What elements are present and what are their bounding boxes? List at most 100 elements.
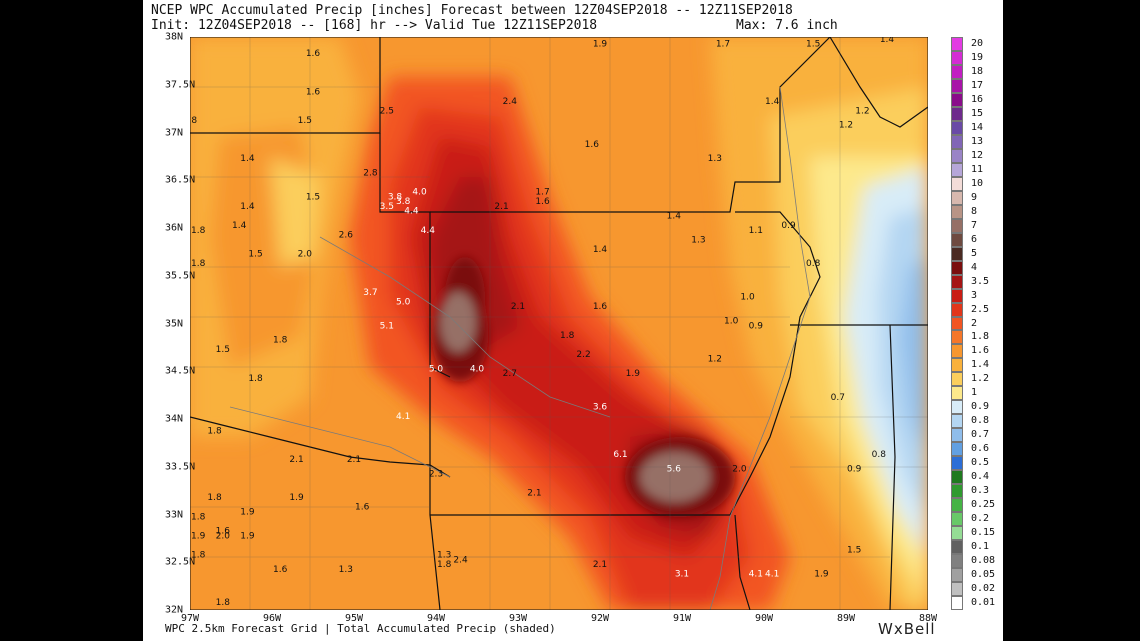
precip-value-label: 1.8 xyxy=(191,226,206,236)
legend-label: 6 xyxy=(971,233,978,245)
legend-label: 1.8 xyxy=(971,331,990,343)
legend-label: 20 xyxy=(971,38,984,49)
legend-label: 5 xyxy=(971,247,978,259)
legend-label: 1.6 xyxy=(971,345,990,357)
precip-value-label: 2.6 xyxy=(339,231,354,241)
legend-label: 0.02 xyxy=(971,583,996,595)
legend-row: 10 xyxy=(951,176,1003,191)
legend-swatch xyxy=(951,526,963,541)
precip-value-label: 1.6 xyxy=(273,565,288,575)
legend-row: 0.9 xyxy=(951,400,1003,415)
legend-label: 0.3 xyxy=(971,485,990,497)
precip-value-label: 1.4 xyxy=(232,221,247,231)
legend-label: 10 xyxy=(971,177,984,189)
legend-row: 0.5 xyxy=(951,456,1003,471)
precip-value-label: 2.0 xyxy=(216,531,231,541)
legend-row: 3.5 xyxy=(951,274,1003,289)
precip-value-label: 4.0 xyxy=(470,364,485,374)
precip-value-label: 1.0 xyxy=(740,293,755,303)
precip-value-label: 3.8 xyxy=(388,192,403,202)
legend-swatch xyxy=(951,498,963,513)
precip-value-label: 1.5 xyxy=(306,192,320,202)
legend-label: 0.8 xyxy=(971,415,990,427)
legend-swatch xyxy=(951,484,963,499)
legend-row: 4 xyxy=(951,260,1003,275)
lat-label: 33.5N xyxy=(165,461,196,473)
precip-value-label: 1.6 xyxy=(306,87,321,97)
legend-label: 15 xyxy=(971,107,984,119)
legend-row: 1.4 xyxy=(951,358,1003,373)
legend-label: 19 xyxy=(971,51,984,63)
legend-row: 0.01 xyxy=(951,596,1003,610)
legend-label: 1 xyxy=(971,387,978,399)
precip-value-label: 1.4 xyxy=(240,154,255,164)
precip-value-label: 1.4 xyxy=(593,245,608,255)
precip-value-label: 1.9 xyxy=(240,508,255,518)
legend-row: 7 xyxy=(951,218,1003,233)
legend-swatch xyxy=(951,372,963,387)
lat-label: 37.5N xyxy=(165,79,196,91)
legend-swatch xyxy=(951,78,963,93)
precip-value-label: 5.0 xyxy=(429,364,444,374)
legend-swatch xyxy=(951,582,963,597)
legend-row: 11 xyxy=(951,162,1003,177)
precip-value-label: 2.3 xyxy=(429,469,443,479)
legend-label: 0.4 xyxy=(971,471,990,483)
precip-value-label: 2.1 xyxy=(494,202,508,212)
legend-label: 11 xyxy=(971,163,984,175)
legend-label: 0.7 xyxy=(971,429,990,441)
lon-label: 94W xyxy=(426,613,446,624)
legend-swatch xyxy=(951,246,963,261)
legend-swatch xyxy=(951,50,963,65)
legend-label: 3.5 xyxy=(971,275,990,287)
precip-value-label: 5.6 xyxy=(667,465,682,475)
lat-label: 35.5N xyxy=(165,270,196,282)
precip-value-label: 1.8 xyxy=(437,560,452,570)
legend-swatch xyxy=(951,358,963,373)
legend-row: 6 xyxy=(951,232,1003,247)
legend-swatch xyxy=(951,400,963,415)
precip-value-label: 1.7 xyxy=(535,188,549,198)
lon-label: 95W xyxy=(344,613,364,624)
legend-row: 0.2 xyxy=(951,512,1003,527)
legend-swatch xyxy=(951,37,963,51)
precip-value-label: 2.1 xyxy=(289,455,303,465)
precip-value-label: 0.8 xyxy=(872,450,887,460)
legend-label: 12 xyxy=(971,149,984,161)
legend-row: 18 xyxy=(951,64,1003,79)
legend-row: 0.08 xyxy=(951,554,1003,569)
precip-value-label: 4.1 xyxy=(749,570,763,580)
lon-label: 90W xyxy=(754,613,774,624)
precip-value-label: 2.7 xyxy=(503,369,517,379)
precip-value-label: 1.2 xyxy=(855,106,869,116)
legend-label: 4 xyxy=(971,261,978,273)
legend-row: 1.2 xyxy=(951,372,1003,387)
precip-value-label: 1.8 xyxy=(560,331,575,341)
precip-value-label: 1.5 xyxy=(806,40,820,50)
lat-label: 34N xyxy=(165,413,184,425)
precip-value-label: 2.0 xyxy=(298,250,313,260)
precip-value-label: 5.0 xyxy=(396,297,411,307)
legend-row: 13 xyxy=(951,134,1003,149)
lon-label: 88W xyxy=(918,613,938,624)
legend-row: 0.1 xyxy=(951,540,1003,555)
legend-swatch xyxy=(951,218,963,233)
legend-swatch xyxy=(951,428,963,443)
state-borders xyxy=(190,37,928,610)
precip-value-label: 1.9 xyxy=(593,40,608,50)
legend-swatch xyxy=(951,190,963,205)
legend-row: 3 xyxy=(951,288,1003,303)
precip-value-label: 4.4 xyxy=(404,207,419,217)
lon-label: 89W xyxy=(836,613,856,624)
legend-row: 1.8 xyxy=(951,330,1003,345)
precip-value-label: 5.1 xyxy=(380,321,394,331)
legend-swatch xyxy=(951,316,963,331)
legend-row: 1.6 xyxy=(951,344,1003,359)
legend-row: 15 xyxy=(951,106,1003,121)
legend-row: 2 xyxy=(951,316,1003,331)
legend-row: 2.5 xyxy=(951,302,1003,317)
lat-label: 32.5N xyxy=(165,556,196,568)
precip-value-label: 1.8 xyxy=(190,116,197,126)
precip-value-label: 1.4 xyxy=(667,211,682,221)
lat-label: 35N xyxy=(165,318,184,329)
